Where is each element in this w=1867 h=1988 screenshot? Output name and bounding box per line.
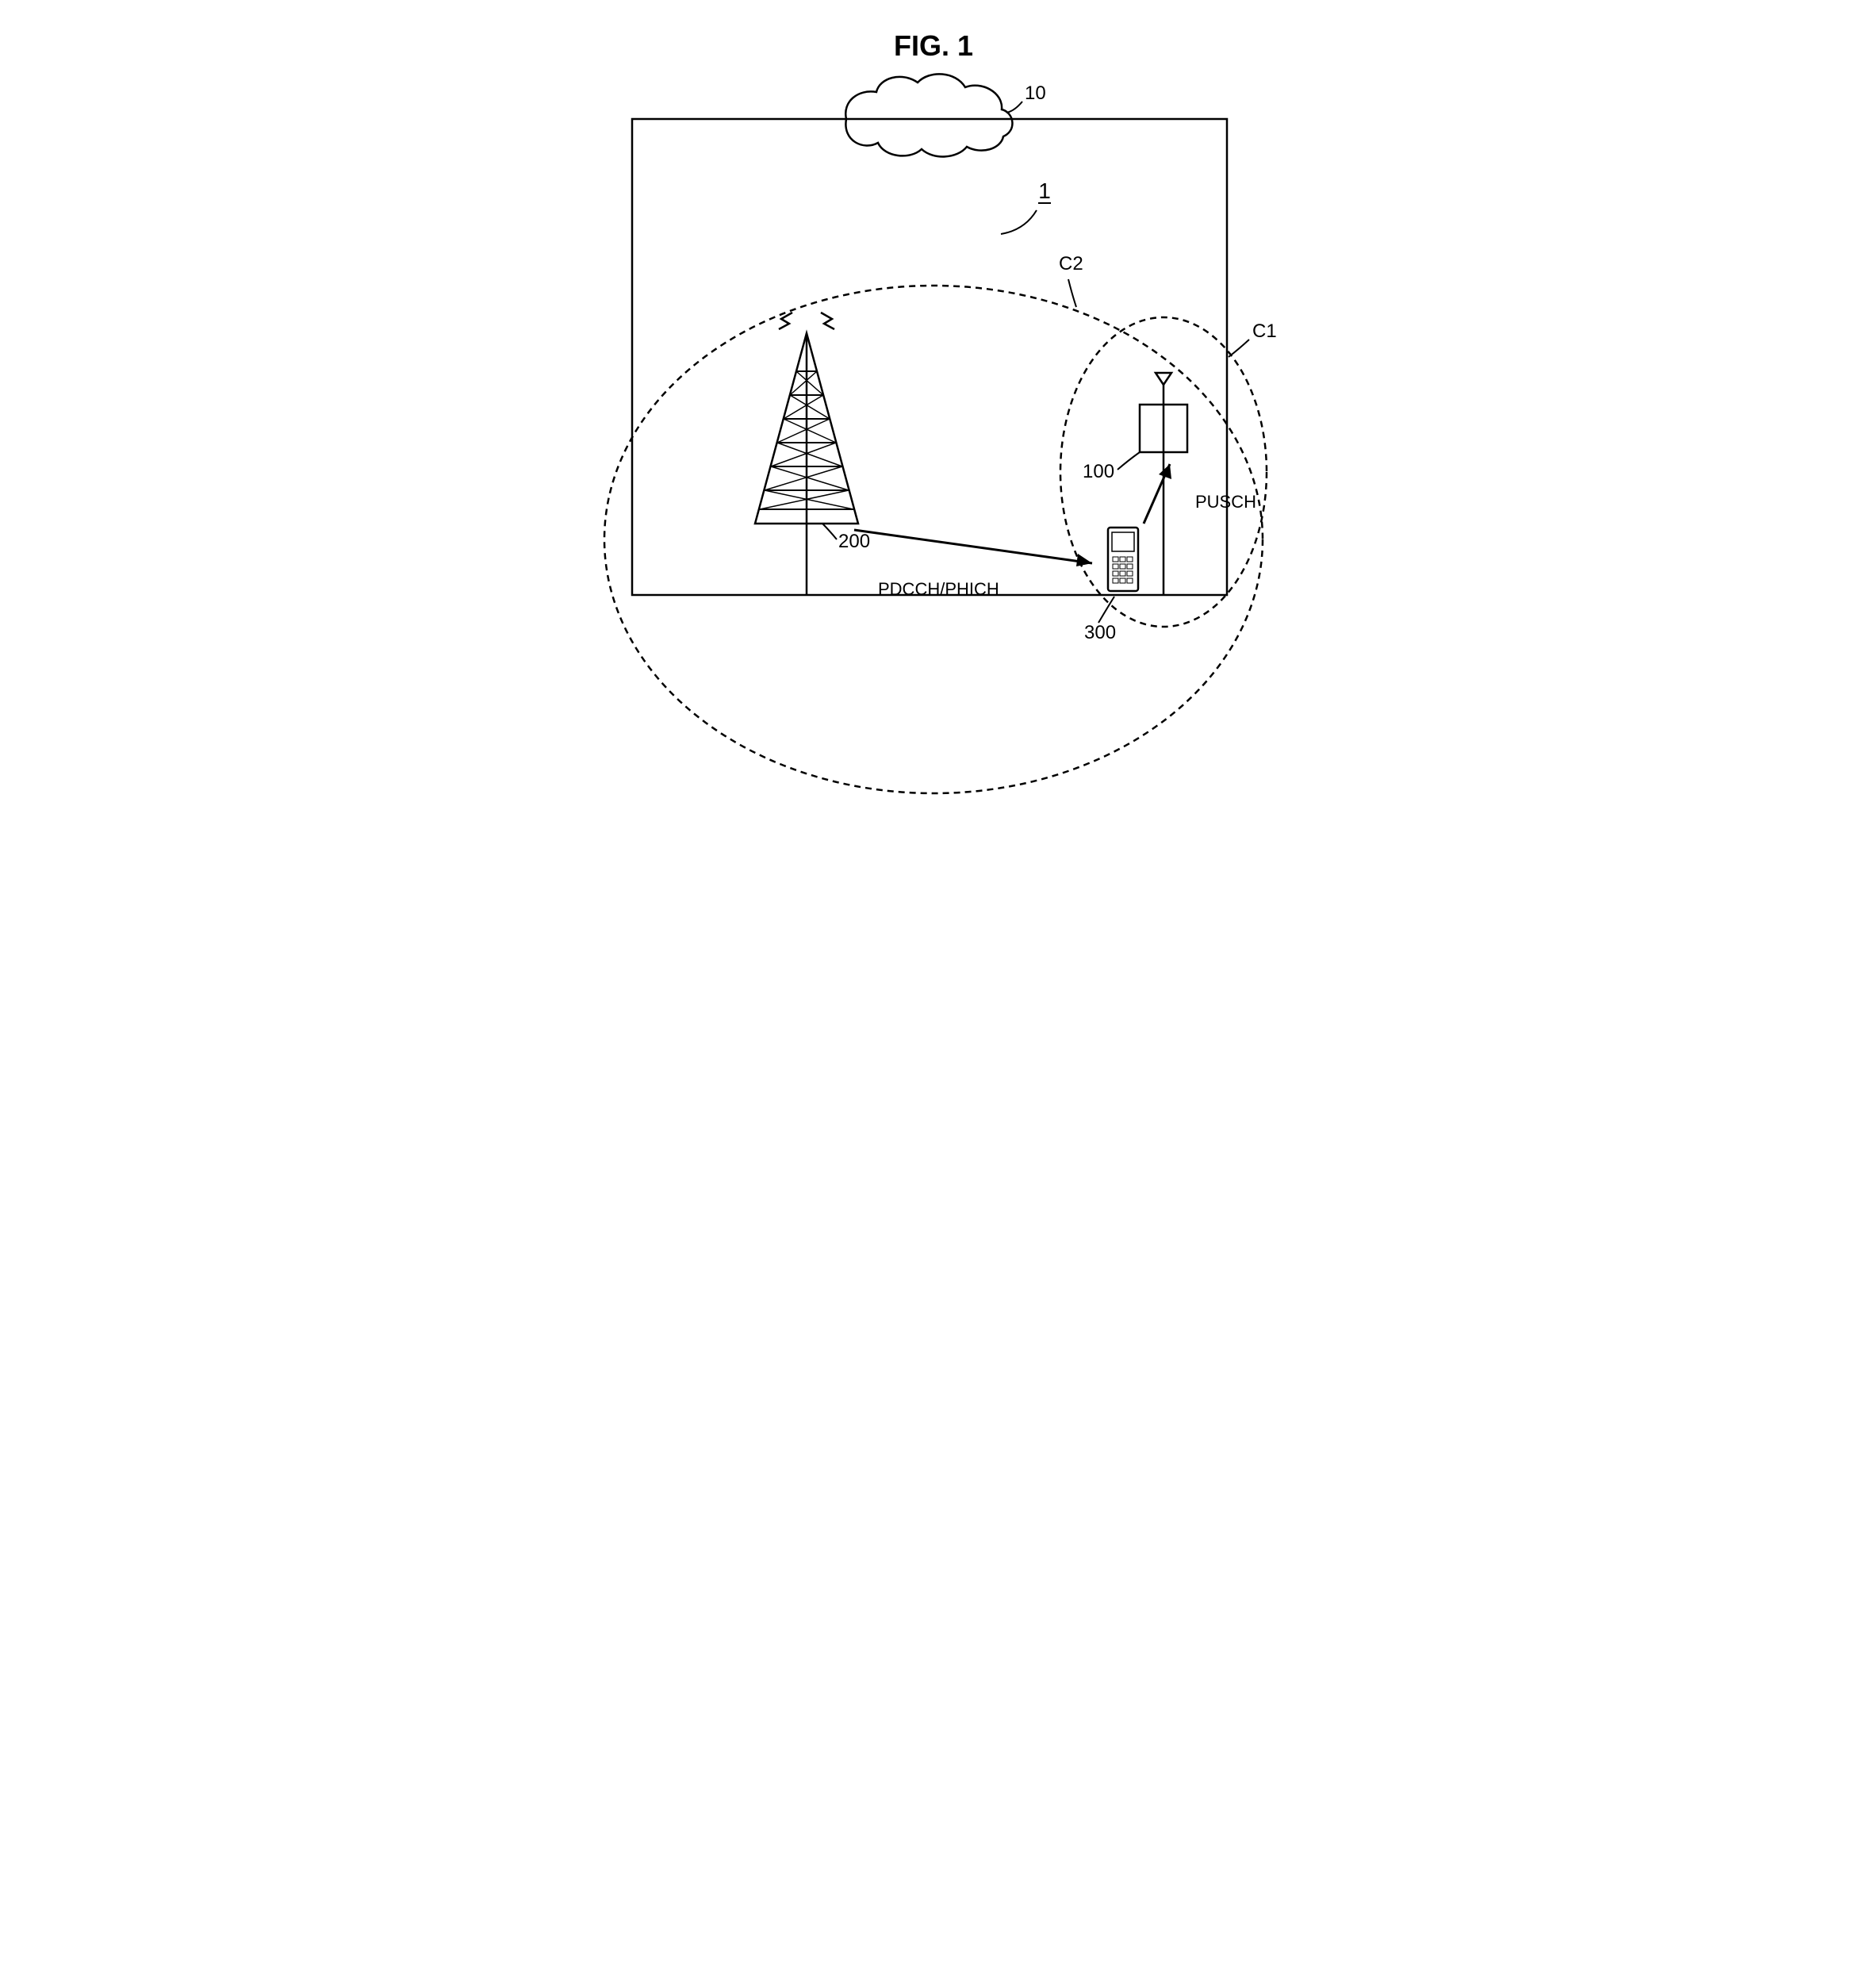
cloud-leader [1006,102,1022,113]
ue-icon [1108,528,1138,591]
small-cell-region-label: C1 [1252,320,1277,342]
small-cell-leader [1118,452,1140,470]
small-cell-label: 100 [1083,461,1114,482]
system-box [632,119,1227,595]
macro-cell-leader [1068,279,1076,307]
downlink-arrow [854,530,1092,566]
uplink-label: PUSCH [1195,492,1256,512]
cloud-shape [845,74,1012,156]
macro-cell-label: C2 [1059,253,1083,274]
downlink-label: PDCCH/PHICH [878,579,999,599]
small-cell-region-leader [1229,340,1249,357]
ue-label: 300 [1084,622,1116,643]
cloud-label: 10 [1025,83,1046,104]
figure-diagram: FIG. 1 1 10 C2 C1 [561,16,1306,812]
system-label: 1 [1038,178,1051,203]
uplink-arrow [1144,464,1171,524]
tower-leader [822,524,837,539]
figure-title: FIG. 1 [894,29,973,62]
system-leader [1001,210,1037,234]
tower-label: 200 [838,531,870,552]
